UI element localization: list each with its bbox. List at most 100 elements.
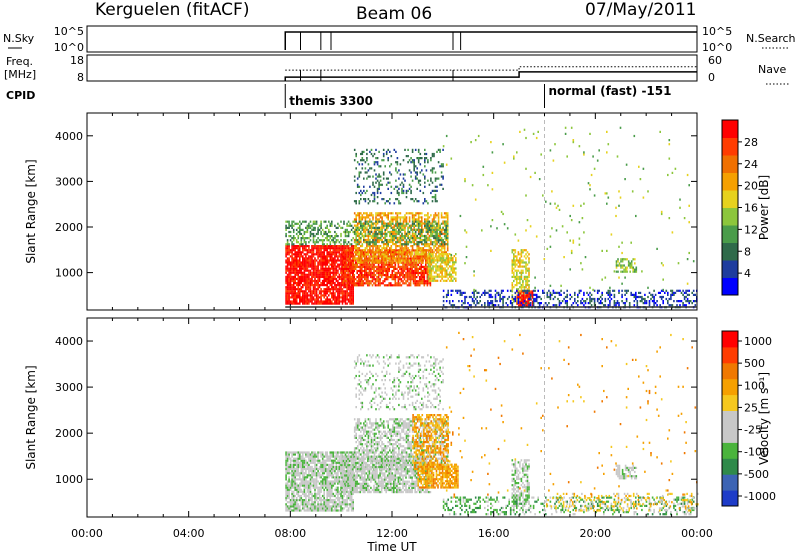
scatter-cell bbox=[305, 302, 307, 305]
scatter-cell bbox=[417, 226, 420, 229]
scatter-cell bbox=[364, 274, 366, 277]
scatter-cell bbox=[435, 259, 437, 262]
scatter-cell bbox=[408, 269, 410, 273]
scatter-cell bbox=[302, 251, 304, 254]
scatter-cell bbox=[302, 257, 304, 260]
scatter-cell bbox=[448, 261, 451, 264]
scatter-cell bbox=[305, 226, 307, 229]
scatter-cell bbox=[589, 297, 591, 301]
scatter-cell bbox=[557, 291, 559, 294]
scatter-cell bbox=[341, 280, 343, 283]
scatter-cell bbox=[415, 265, 418, 268]
scatter-cell bbox=[337, 259, 339, 262]
scatter-cell bbox=[381, 249, 383, 252]
scatter-cell bbox=[397, 265, 400, 268]
scatter-cell bbox=[424, 185, 426, 188]
scatter-cell bbox=[420, 274, 423, 277]
scatter-cell bbox=[331, 222, 333, 225]
scatter-cell bbox=[306, 267, 309, 270]
scatter-cell bbox=[399, 282, 401, 285]
scatter-cell bbox=[286, 277, 289, 281]
scatter-cell bbox=[448, 300, 451, 303]
scatter-cell bbox=[326, 247, 328, 250]
scatter-cell bbox=[377, 282, 380, 285]
scatter-cell bbox=[372, 216, 374, 219]
scatter-cell bbox=[445, 230, 447, 234]
scatter-cell bbox=[317, 269, 319, 272]
scatter-cell bbox=[494, 304, 497, 307]
scatter-cell bbox=[408, 259, 411, 262]
scatter-cell bbox=[305, 292, 307, 295]
scatter-cell bbox=[317, 255, 319, 258]
scatter-cell bbox=[465, 256, 468, 259]
scatter-cell bbox=[392, 257, 394, 260]
scatter-cell bbox=[362, 251, 365, 254]
scatter-cell bbox=[376, 251, 378, 254]
scatter-cell bbox=[329, 284, 332, 287]
scatter-cell bbox=[367, 228, 370, 231]
scatter-cell bbox=[294, 290, 296, 293]
scatter-cell bbox=[288, 288, 290, 291]
scatter-cell bbox=[425, 249, 428, 252]
scatter-cell bbox=[417, 269, 419, 273]
scatter-cell bbox=[447, 289, 449, 292]
scatter-cell bbox=[399, 271, 401, 275]
scatter-cell bbox=[407, 247, 409, 250]
scatter-cell bbox=[444, 269, 446, 272]
scatter-cell bbox=[424, 243, 426, 246]
scatter-cell bbox=[446, 240, 449, 244]
scatter-cell bbox=[367, 222, 370, 225]
scatter-cell bbox=[351, 278, 354, 281]
scatter-cell bbox=[528, 300, 530, 303]
scatter-cell bbox=[439, 148, 441, 151]
scatter-cell bbox=[436, 232, 438, 236]
scatter-cell bbox=[328, 269, 330, 272]
scatter-cell bbox=[447, 277, 449, 280]
scatter-cell bbox=[364, 251, 366, 254]
scatter-cell bbox=[363, 228, 365, 231]
scatter-cell bbox=[554, 291, 556, 294]
scatter-cell bbox=[401, 216, 403, 219]
scatter-cell bbox=[332, 257, 335, 260]
scatter-cell bbox=[428, 222, 431, 225]
scatter-cell bbox=[353, 212, 356, 215]
scatter-cell bbox=[329, 263, 332, 266]
scatter-cell bbox=[523, 277, 526, 281]
scatter-cell bbox=[341, 278, 343, 281]
scatter-cell bbox=[662, 300, 664, 303]
scatter-cell bbox=[379, 238, 382, 242]
scatter-cell bbox=[453, 255, 456, 258]
scatter-cell bbox=[525, 261, 527, 264]
scatter-cell bbox=[528, 288, 530, 291]
scatter-cell bbox=[361, 232, 364, 235]
scatter-cell bbox=[361, 251, 364, 254]
scatter-cell bbox=[355, 152, 357, 156]
scatter-cell bbox=[445, 273, 448, 276]
scatter-cell bbox=[414, 230, 417, 234]
scatter-cell bbox=[305, 273, 307, 276]
scatter-cell bbox=[537, 130, 539, 133]
scatter-cell bbox=[593, 304, 596, 307]
scatter-cell bbox=[525, 284, 527, 287]
scatter-cell bbox=[347, 253, 350, 256]
scatter-cell bbox=[522, 286, 524, 289]
scatter-cell bbox=[436, 249, 438, 252]
scatter-cell bbox=[425, 224, 428, 227]
scatter-cell bbox=[389, 220, 391, 223]
scatter-cell bbox=[318, 277, 321, 281]
scatter-cell bbox=[444, 267, 446, 270]
scatter-cell bbox=[417, 241, 420, 244]
scatter-cell bbox=[349, 300, 351, 303]
scatter-cell bbox=[417, 214, 420, 217]
scatter-cell bbox=[299, 251, 301, 254]
scatter-cell bbox=[292, 267, 295, 270]
scatter-cell bbox=[337, 300, 339, 303]
scatter-cell bbox=[369, 239, 371, 242]
scatter-cell bbox=[356, 234, 359, 237]
scatter-cell bbox=[392, 237, 394, 240]
scatter-cell bbox=[365, 278, 368, 281]
scatter-cell bbox=[437, 228, 440, 231]
scatter-cell bbox=[315, 253, 318, 256]
scatter-cell bbox=[620, 270, 622, 273]
scatter-cell bbox=[320, 300, 322, 303]
